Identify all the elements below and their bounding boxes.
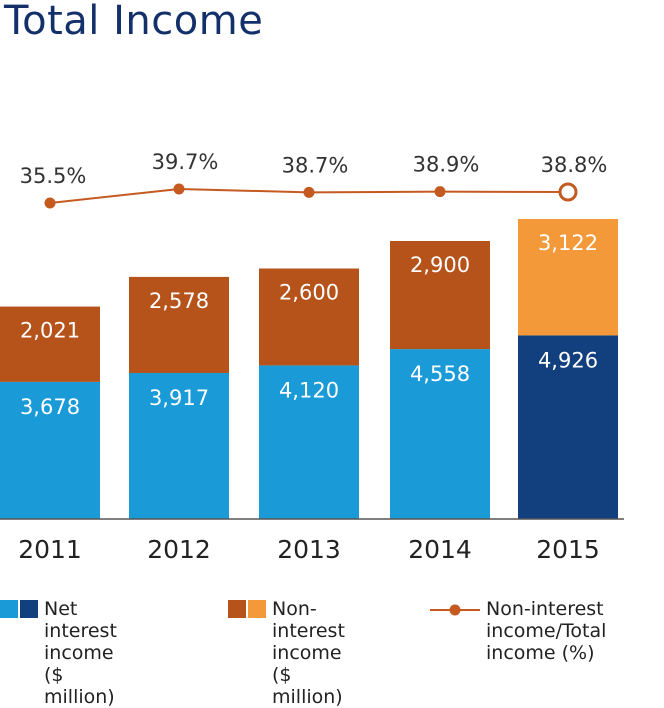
label-non-interest-2012: 2,578 [149, 289, 209, 313]
ratio-marker-2013 [303, 186, 315, 198]
bar-non-interest-2011 [0, 306, 100, 382]
ratio-marker-2011 [44, 197, 56, 209]
legend-ratio-marker [449, 604, 461, 616]
legend-label-ratio: Non-interest income/Total income (%) [486, 598, 607, 664]
label-non-interest-2015: 3,122 [538, 231, 598, 255]
legend-swatch-non-highlight [248, 600, 266, 618]
ratio-label-2012: 39.7% [152, 150, 219, 174]
bar-non-interest-2012 [129, 276, 229, 373]
ratio-marker-2014 [434, 186, 446, 198]
x-tick-2013: 2013 [277, 535, 341, 564]
x-tick-2011: 2011 [18, 535, 82, 564]
legend-swatch-net-regular [0, 600, 18, 618]
label-non-interest-2013: 2,600 [279, 281, 339, 305]
label-net-interest-2013: 4,120 [279, 378, 339, 402]
x-tick-2015: 2015 [536, 535, 600, 564]
legend-label-non-interest: Non-interest income ($ million) [272, 598, 345, 708]
bar-net-interest-2011 [0, 381, 100, 519]
chart-title: Total Income [4, 0, 264, 44]
bar-non-interest-2014 [390, 240, 490, 350]
total-income-chart: 3,678 2,021 2011 3,917 2,578 2012 4,120 2,600 20… [0, 150, 624, 564]
ratio-marker-2012 [173, 183, 185, 195]
bar-net-interest-2012 [129, 372, 229, 519]
ratio-marker-2015 [558, 182, 578, 202]
legend-swatch-net-interest [0, 600, 38, 618]
ratio-label-2013: 38.7% [282, 153, 349, 177]
legend-swatch-net-highlight [20, 600, 38, 618]
x-tick-2014: 2014 [408, 535, 472, 564]
legend-swatch-non-interest [228, 600, 266, 618]
bar-net-interest-2015 [518, 335, 618, 519]
bar-net-interest-2014 [390, 349, 490, 519]
ratio-label-2014: 38.9% [413, 153, 480, 177]
label-non-interest-2014: 2,900 [410, 253, 470, 277]
legend-swatch-non-regular [228, 600, 246, 618]
label-net-interest-2012: 3,917 [149, 386, 209, 410]
x-tick-2012: 2012 [147, 535, 211, 564]
bar-net-interest-2013 [259, 365, 359, 519]
label-net-interest-2011: 3,678 [20, 395, 80, 419]
bar-non-interest-2013 [259, 268, 359, 366]
ratio-label-2015: 38.8% [541, 153, 608, 177]
label-non-interest-2011: 2,021 [20, 319, 80, 343]
legend-swatch-ratio [430, 604, 480, 616]
label-net-interest-2014: 4,558 [410, 362, 470, 386]
label-net-interest-2015: 4,926 [538, 348, 598, 372]
ratio-label-2011: 35.5% [20, 164, 87, 188]
bar-non-interest-2015 [518, 219, 618, 336]
legend-label-net-interest: Net interest income ($ million) [44, 598, 117, 708]
